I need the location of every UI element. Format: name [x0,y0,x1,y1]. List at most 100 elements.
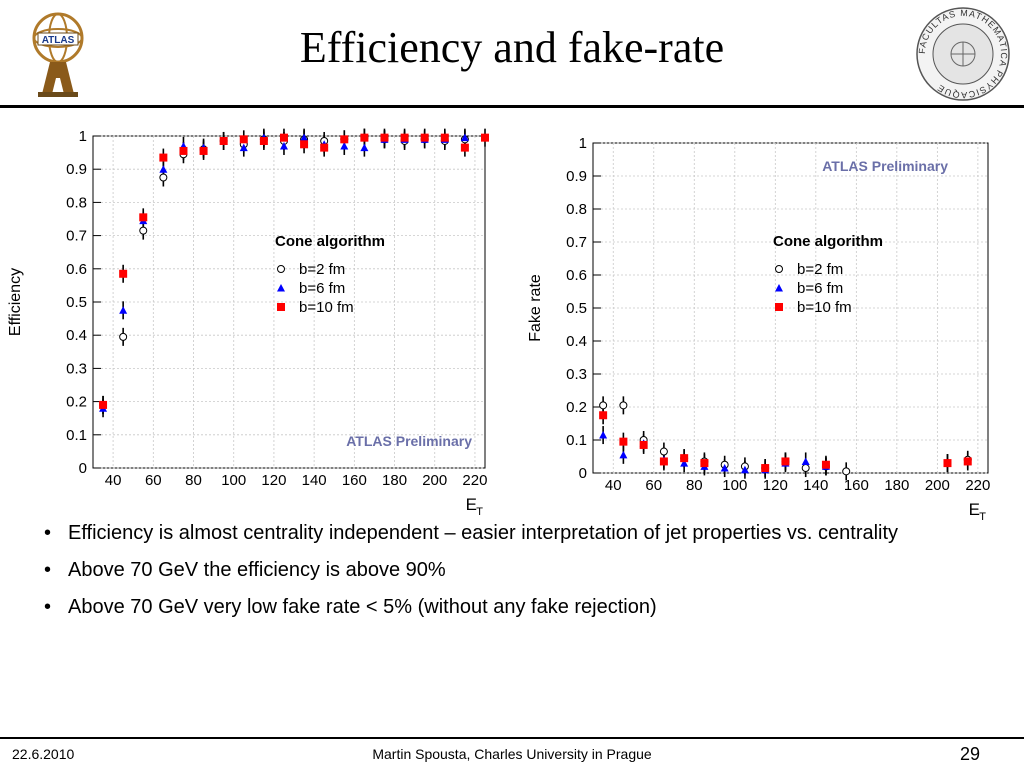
algorithm-label: Cone algorithm [275,233,385,250]
bullet-dot: • [44,596,52,618]
data-point [179,146,188,155]
y-tick-label: 1 [79,128,87,145]
x-axis-label: E [466,495,477,514]
x-tick-label: 100 [722,477,747,494]
data-point [159,165,168,173]
slide-title: Efficiency and fake-rate [299,23,725,72]
x-tick-label: 120 [763,477,788,494]
data-point [360,143,369,152]
data-point [400,133,409,142]
y-tick-label: 0.2 [66,394,87,411]
x-tick-label: 80 [686,477,703,494]
data-point [340,141,349,150]
data-point [659,447,668,456]
data-point [619,450,628,459]
legend-marker [775,284,783,292]
data-point [619,401,628,410]
y-tick-label: 0.1 [566,432,587,449]
data-point [963,457,972,466]
x-tick-label: 160 [844,477,869,494]
x-axis-label-subscript: T [979,511,986,523]
bullet-item: • Above 70 GeV very low fake rate < 5% (w… [40,592,940,623]
bullet-text: Efficiency is almost centrality independ… [68,522,899,544]
legend-label: b=6 fm [797,280,843,297]
y-tick-label: 0.8 [566,201,587,218]
data-point [740,465,749,474]
data-point [360,133,369,142]
data-point [259,136,268,145]
data-point [340,135,349,144]
x-tick-label: 140 [803,477,828,494]
legend-marker [277,303,285,311]
x-tick-label: 40 [105,472,122,489]
y-tick-label: 0 [579,465,587,482]
algorithm-label: Cone algorithm [773,233,883,250]
y-tick-label: 0.3 [566,366,587,383]
y-tick-label: 0.1 [66,427,87,444]
x-tick-label: 60 [645,477,662,494]
x-tick-label: 120 [261,472,286,489]
y-tick-label: 0.4 [566,333,587,350]
y-tick-label: 0.8 [66,194,87,211]
bullet-dot: • [44,522,52,544]
data-point [279,141,288,150]
faculty-seal-logo: FACULTAS MATHEMATICA PHYSICAQUE [915,6,1011,102]
x-tick-label: 200 [422,472,447,489]
bullet-item: • Above 70 GeV the efficiency is above 90… [40,555,940,586]
data-point [119,306,128,314]
atlas-preliminary-label: ATLAS Preliminary [822,158,948,174]
y-tick-label: 0.6 [566,267,587,284]
title-divider [0,105,1024,108]
x-tick-label: 220 [965,477,990,494]
legend-label: b=2 fm [299,261,345,278]
x-axis-label-subscript: T [476,506,483,518]
page-number: 29 [960,744,981,764]
data-point [300,140,309,149]
x-axis-label: E [969,500,980,519]
footer-date: 22.6.2010 [12,746,75,762]
data-point [720,464,729,472]
data-point [239,143,248,152]
data-point [659,457,668,466]
y-tick-label: 0.5 [566,300,587,317]
data-point [599,411,608,420]
legend-marker [775,265,783,273]
data-point [781,457,790,466]
data-point [159,173,168,182]
data-point [639,440,648,449]
data-point [300,133,309,142]
data-point [440,133,449,142]
legend-label: b=10 fm [797,299,852,316]
data-point [380,133,389,142]
x-tick-label: 80 [185,472,202,489]
x-tick-label: 160 [342,472,367,489]
y-tick-label: 0.3 [66,360,87,377]
data-point [619,437,628,446]
data-point [460,143,469,152]
footer-author: Martin Spousta, Charles University in Pr… [372,746,652,762]
bullet-list: • Efficiency is almost centrality indepen… [40,518,940,629]
bullet-dot: • [44,559,52,581]
data-point [821,460,830,469]
x-tick-label: 140 [302,472,327,489]
y-tick-label: 0.9 [566,168,587,185]
data-point [199,146,208,155]
x-tick-label: 180 [382,472,407,489]
atlas-logo-text: ATLAS [42,35,75,46]
data-point [139,226,148,235]
data-point [119,332,128,341]
x-tick-label: 60 [145,472,162,489]
data-point [159,153,168,162]
data-point [420,133,429,142]
y-tick-label: 0.7 [66,228,87,245]
data-point [119,269,128,278]
data-point [801,464,810,473]
data-point [279,133,288,142]
data-point [239,135,248,144]
legend-label: b=2 fm [797,261,843,278]
legend-marker [277,284,285,292]
data-point [219,136,228,145]
data-point [599,431,608,439]
legend-marker [277,265,285,273]
data-point [700,459,709,468]
